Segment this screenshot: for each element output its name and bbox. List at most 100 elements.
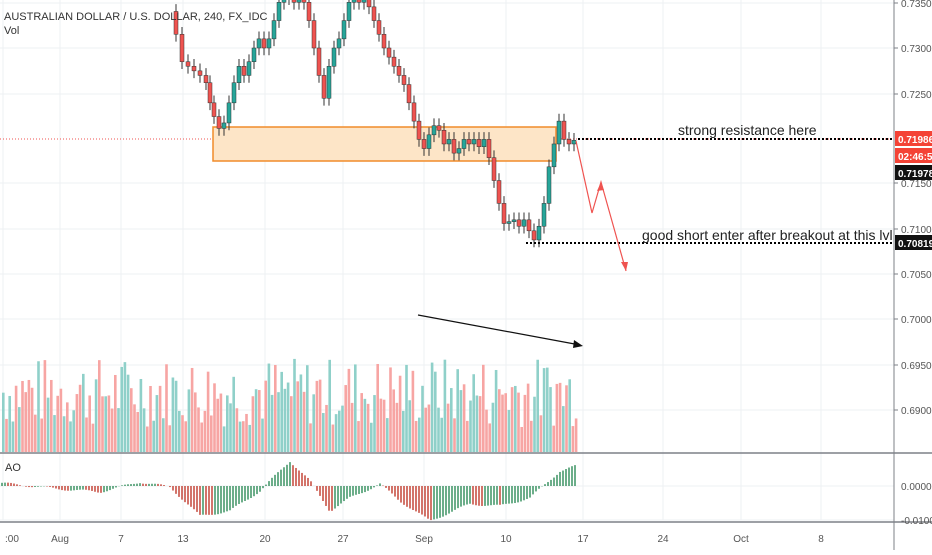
candle[interactable]: [197, 70, 203, 76]
candle[interactable]: [531, 230, 537, 241]
candle[interactable]: [376, 20, 382, 35]
candle[interactable]: [336, 38, 342, 49]
candle[interactable]: [396, 66, 402, 76]
candle[interactable]: [266, 38, 272, 49]
candle[interactable]: [571, 140, 577, 145]
candle[interactable]: [491, 157, 497, 181]
candle[interactable]: [241, 66, 247, 76]
candle[interactable]: [301, 0, 307, 3]
candle[interactable]: [226, 102, 232, 124]
resistance-annotation[interactable]: strong resistance here: [678, 122, 817, 138]
candle[interactable]: [441, 130, 447, 145]
candle[interactable]: [386, 47, 392, 58]
candle[interactable]: [326, 66, 332, 99]
candle[interactable]: [371, 6, 377, 21]
candle[interactable]: [211, 102, 217, 117]
candle[interactable]: [271, 20, 277, 40]
candle[interactable]: [511, 219, 517, 222]
candle[interactable]: [416, 120, 422, 140]
volume-bar: [123, 362, 127, 452]
candle[interactable]: [306, 2, 312, 21]
candle[interactable]: [471, 139, 477, 145]
short-entry-annotation[interactable]: good short enter after breakout at this …: [642, 227, 893, 243]
candle[interactable]: [541, 203, 547, 227]
candle[interactable]: [221, 122, 227, 129]
candle[interactable]: [401, 75, 407, 85]
candle[interactable]: [476, 139, 482, 147]
candle[interactable]: [261, 38, 267, 49]
candle[interactable]: [281, 0, 287, 3]
candle[interactable]: [406, 84, 412, 104]
candle[interactable]: [185, 61, 191, 67]
candle[interactable]: [351, 0, 357, 3]
candle[interactable]: [311, 20, 317, 49]
candle[interactable]: [506, 221, 512, 224]
candle[interactable]: [256, 38, 262, 49]
volume-bar: [568, 379, 571, 452]
candle[interactable]: [461, 139, 467, 149]
candle[interactable]: [411, 102, 417, 122]
candle[interactable]: [173, 11, 179, 35]
candle[interactable]: [231, 82, 237, 104]
volume-bar: [210, 415, 213, 452]
candle[interactable]: [521, 219, 527, 227]
candle[interactable]: [216, 116, 222, 129]
candle[interactable]: [546, 166, 552, 204]
candle[interactable]: [501, 203, 507, 224]
candle[interactable]: [481, 139, 487, 147]
candle[interactable]: [276, 2, 282, 21]
candle[interactable]: [431, 125, 437, 136]
candle[interactable]: [191, 66, 197, 72]
ao-label[interactable]: AO: [5, 462, 21, 474]
candle[interactable]: [456, 148, 462, 154]
candle[interactable]: [246, 61, 252, 76]
candle[interactable]: [236, 66, 242, 83]
candle[interactable]: [516, 219, 522, 227]
candle[interactable]: [296, 0, 302, 3]
volume-bar: [488, 423, 491, 452]
volume-bar: [43, 360, 47, 452]
candle[interactable]: [203, 75, 209, 83]
ao-layer: [1, 462, 576, 521]
volume-bar: [370, 422, 373, 452]
candle[interactable]: [356, 0, 362, 3]
candle[interactable]: [466, 139, 472, 145]
symbol-title[interactable]: AUSTRALIAN DOLLAR / U.S. DOLLAR, 240, FX…: [4, 11, 268, 23]
candle[interactable]: [566, 139, 572, 145]
candle[interactable]: [366, 0, 372, 8]
candle[interactable]: [536, 225, 542, 241]
candle[interactable]: [426, 134, 432, 149]
volume-bar: [341, 405, 344, 452]
candle[interactable]: [551, 143, 557, 168]
candle[interactable]: [526, 219, 532, 232]
candle[interactable]: [361, 0, 367, 3]
candle[interactable]: [321, 75, 327, 99]
candle[interactable]: [291, 0, 297, 3]
candle[interactable]: [556, 120, 562, 145]
volume-trend-line[interactable]: [417, 314, 581, 346]
time-tick-label: Sep: [415, 534, 433, 545]
candle[interactable]: [451, 139, 457, 154]
candle[interactable]: [436, 125, 442, 131]
volume-bar: [472, 374, 475, 452]
volume-bar: [27, 379, 31, 452]
candle[interactable]: [341, 20, 347, 40]
volume-label[interactable]: Vol: [4, 25, 20, 37]
candle[interactable]: [331, 47, 337, 67]
candle[interactable]: [391, 56, 397, 67]
candle[interactable]: [486, 139, 492, 158]
candle[interactable]: [179, 34, 185, 62]
candle[interactable]: [346, 2, 352, 21]
candle[interactable]: [421, 139, 427, 149]
candle[interactable]: [207, 82, 213, 104]
candle[interactable]: [446, 139, 452, 145]
candle[interactable]: [496, 180, 502, 204]
candle[interactable]: [316, 47, 322, 76]
candle[interactable]: [561, 120, 567, 140]
candle[interactable]: [251, 47, 257, 62]
resistance-zone[interactable]: [212, 126, 557, 162]
candle[interactable]: [381, 34, 387, 49]
projection-arrow-path[interactable]: [575, 140, 627, 272]
